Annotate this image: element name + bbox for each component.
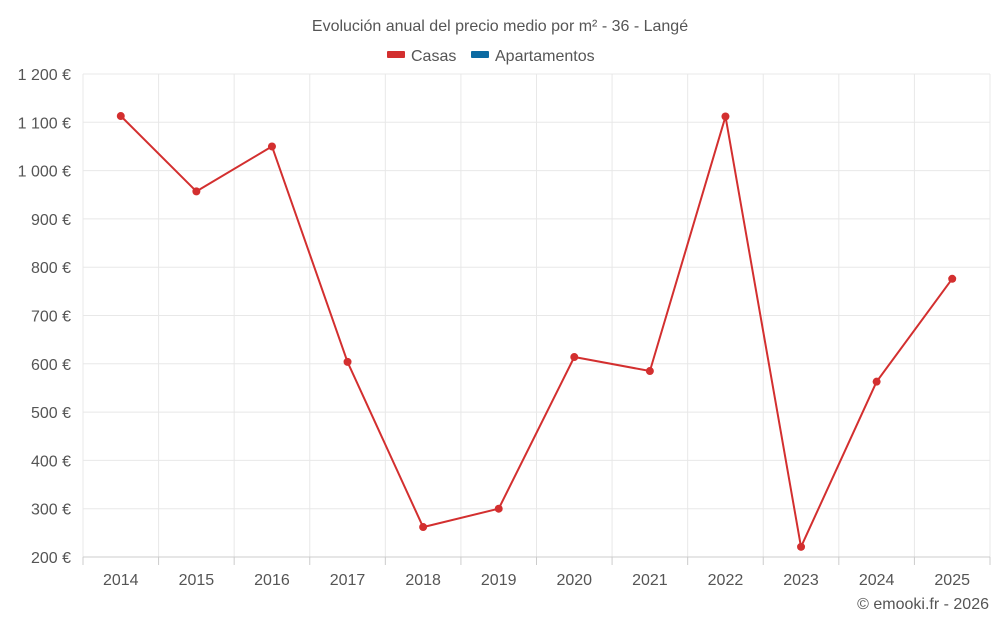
data-point-casas[interactable] xyxy=(192,187,201,196)
legend-swatch-apartamentos xyxy=(471,51,489,58)
legend-item-casas[interactable]: Casas xyxy=(387,48,456,65)
x-tick-label: 2018 xyxy=(405,572,441,589)
grid-lines xyxy=(82,73,991,558)
y-tick-label: 1 200 € xyxy=(18,67,71,84)
data-point-casas[interactable] xyxy=(721,112,730,121)
y-tick-label: 800 € xyxy=(31,260,71,277)
data-point-casas[interactable] xyxy=(116,112,125,121)
data-point-casas[interactable] xyxy=(419,523,428,532)
y-tick-label: 600 € xyxy=(31,357,71,374)
x-tick-label: 2014 xyxy=(103,572,139,589)
y-tick-label: 200 € xyxy=(31,550,71,567)
y-tick-label: 1 100 € xyxy=(18,115,71,132)
data-point-casas[interactable] xyxy=(494,504,503,513)
y-tick-label: 500 € xyxy=(31,405,71,422)
x-axis: 2014 2015 2016 2017 2018 2019 2020 2021 2022 2023… xyxy=(82,556,991,589)
data-point-casas[interactable] xyxy=(570,353,579,362)
data-point-casas[interactable] xyxy=(267,142,276,151)
x-tick-label: 2015 xyxy=(179,572,215,589)
x-tick-label: 2021 xyxy=(632,572,668,589)
x-tick-label: 2022 xyxy=(708,572,744,589)
series-line-casas xyxy=(120,115,954,548)
x-tick-label: 2020 xyxy=(556,572,592,589)
legend-label-apartamentos: Apartamentos xyxy=(495,48,595,65)
data-point-casas[interactable] xyxy=(872,377,881,386)
y-axis: 200 € 300 € 400 € 500 € 600 € 700 € 800 € 900 €… xyxy=(18,67,71,567)
y-tick-label: 900 € xyxy=(31,212,71,229)
series-layer xyxy=(116,112,957,551)
credit-text: © emooki.fr - 2026 xyxy=(857,596,989,613)
x-tick-label: 2023 xyxy=(783,572,819,589)
legend-swatch-casas xyxy=(387,51,405,58)
legend-label-casas: Casas xyxy=(411,48,456,65)
x-tick-label: 2016 xyxy=(254,572,290,589)
x-tick-label: 2024 xyxy=(859,572,895,589)
data-point-casas[interactable] xyxy=(797,542,806,551)
x-tick-label: 2025 xyxy=(934,572,970,589)
legend: Casas Apartamentos xyxy=(387,48,595,65)
x-tick-label: 2017 xyxy=(330,572,366,589)
data-point-casas[interactable] xyxy=(948,274,957,283)
y-tick-label: 1 000 € xyxy=(18,164,71,181)
y-tick-label: 700 € xyxy=(31,309,71,326)
x-tick-label: 2019 xyxy=(481,572,517,589)
y-tick-label: 300 € xyxy=(31,502,71,519)
data-point-casas[interactable] xyxy=(343,357,352,366)
data-point-casas[interactable] xyxy=(645,367,654,376)
legend-item-apartamentos[interactable]: Apartamentos xyxy=(471,48,595,65)
y-tick-label: 400 € xyxy=(31,453,71,470)
chart-title: Evolución anual del precio medio por m² … xyxy=(312,18,688,35)
